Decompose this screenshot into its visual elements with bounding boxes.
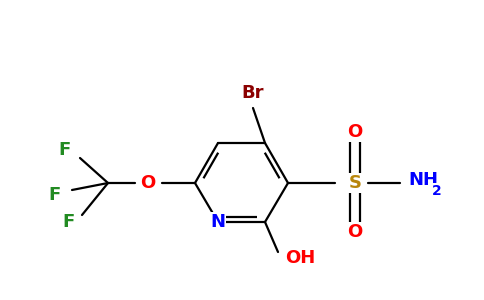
Text: N: N bbox=[211, 213, 226, 231]
Text: NH: NH bbox=[408, 171, 438, 189]
Text: O: O bbox=[348, 223, 363, 241]
Text: S: S bbox=[348, 174, 362, 192]
Text: 2: 2 bbox=[432, 184, 442, 198]
Text: Br: Br bbox=[242, 84, 264, 102]
Text: F: F bbox=[59, 141, 71, 159]
Text: OH: OH bbox=[285, 249, 315, 267]
Text: O: O bbox=[140, 174, 156, 192]
Text: F: F bbox=[62, 213, 74, 231]
Text: F: F bbox=[49, 186, 61, 204]
Text: O: O bbox=[348, 123, 363, 141]
